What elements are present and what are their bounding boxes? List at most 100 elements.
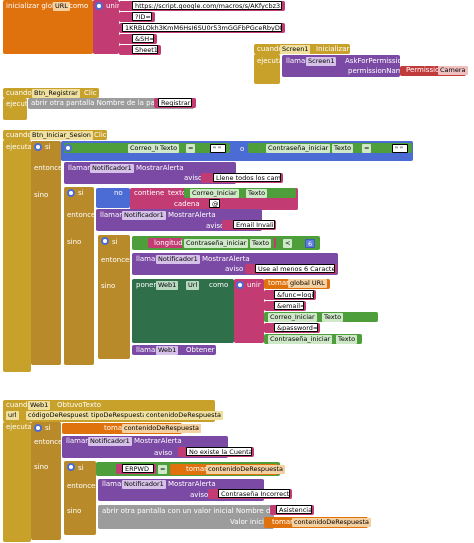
- open-screen-value-block[interactable]: [98, 505, 274, 529]
- url-string-1[interactable]: https://script.google.com/macros/s/AKfyc…: [132, 1, 282, 10]
- set-web-url-block[interactable]: [132, 279, 234, 343]
- btn-registrar-ejecutar: ejecutar: [6, 100, 35, 108]
- init-global-block[interactable]: [3, 0, 93, 54]
- url-string-2[interactable]: ?ID=: [132, 12, 152, 21]
- contains-text-label: texto: [168, 189, 187, 197]
- email-field-ref-3[interactable]: Correo_Iniciar: [268, 313, 317, 322]
- or-mutator-gear-icon[interactable]: [64, 144, 72, 152]
- if-mutator-gear-icon[interactable]: [34, 143, 42, 151]
- web-then1-label: entonces: [34, 438, 67, 446]
- screen-init-body-frame: [254, 54, 280, 84]
- btn-registrar-component[interactable]: Btn_Registrar: [32, 89, 80, 98]
- valor-inicial-label: Valor inicial: [230, 518, 271, 526]
- join-block-2[interactable]: [234, 279, 264, 343]
- permission-block[interactable]: [400, 66, 466, 76]
- alert-notifier-1[interactable]: Notificador1: [90, 164, 134, 173]
- screen-init-cuando: cuando: [257, 45, 283, 53]
- password-field-ref-1[interactable]: Contraseña_iniciar: [266, 144, 331, 153]
- alert-notifier-3[interactable]: Notificador1: [156, 255, 200, 264]
- if-else-block-2[interactable]: [64, 187, 94, 365]
- lt-operator[interactable]: <: [283, 239, 293, 248]
- email-text-prop-3[interactable]: Texto: [322, 313, 344, 322]
- web-event-cuando: cuando: [6, 401, 32, 409]
- err-eq-operator[interactable]: =: [158, 465, 168, 474]
- if-label-1: si: [45, 143, 51, 151]
- if-else-block-1[interactable]: [31, 141, 61, 365]
- content-ref-1[interactable]: contenidoDeRespuesta: [122, 424, 202, 433]
- empty-string-2[interactable]: " ": [392, 144, 408, 153]
- email-param-string[interactable]: &email=: [274, 301, 304, 310]
- email-text-prop-1[interactable]: Texto: [158, 144, 180, 153]
- mutator-gear-icon[interactable]: [95, 2, 103, 10]
- eq-operator-2[interactable]: =: [362, 144, 372, 153]
- func-login-string[interactable]: &func=login: [274, 290, 314, 299]
- web-tomar-3: tomar: [272, 518, 294, 526]
- min-length-number[interactable]: 6: [305, 239, 315, 248]
- screen-init-call-component[interactable]: Screen1: [306, 57, 337, 66]
- global-url-ref[interactable]: global URL: [288, 279, 327, 288]
- btn-registrar-body-frame: [3, 98, 27, 120]
- url-string-3[interactable]: 1KRBLOkh3KmM6HsI6SU0r53mGGFbPGceRbyDBQ_p…: [122, 23, 282, 32]
- if-else-block-3[interactable]: [98, 235, 130, 359]
- url-string-4[interactable]: &SH=: [132, 34, 154, 43]
- at-string[interactable]: @: [209, 199, 220, 208]
- empty-string-1[interactable]: " ": [210, 144, 226, 153]
- eq-operator-1[interactable]: =: [186, 144, 196, 153]
- password-text-prop-1[interactable]: Texto: [332, 144, 354, 153]
- email-field-ref-2[interactable]: Correo_Iniciar: [190, 189, 239, 198]
- web-param-type[interactable]: tipoDeRespuesta: [89, 411, 149, 420]
- init-var-name[interactable]: URL: [53, 2, 70, 11]
- web-if-block-1[interactable]: [31, 422, 61, 540]
- web-alert-method-2: MostrarAlerta: [168, 480, 216, 488]
- btn-login-component[interactable]: Btn_Iniciar_Sesion: [30, 131, 93, 140]
- web-param-content[interactable]: contenidoDeRespuesta: [144, 411, 224, 420]
- not-block[interactable]: [96, 188, 130, 208]
- web-get-component[interactable]: Web1: [156, 346, 179, 355]
- permission-label: Permission: [406, 66, 444, 74]
- asistencia-string[interactable]: Asistencia: [276, 505, 312, 514]
- content-ref-2[interactable]: contenidoDeRespuesta: [206, 465, 286, 474]
- web-alert-notifier-2[interactable]: Notificador1: [122, 480, 166, 489]
- then-label-2: entonces: [67, 211, 100, 219]
- email-getter-2[interactable]: [184, 188, 296, 198]
- password-param-string[interactable]: &password=: [274, 323, 318, 332]
- web-if1-gear-icon[interactable]: [34, 424, 42, 432]
- email-text-prop-2[interactable]: Texto: [246, 189, 268, 198]
- email-getter-3[interactable]: [264, 312, 378, 322]
- url-string-5[interactable]: Sheet1: [132, 45, 158, 54]
- web-if2-gear-icon[interactable]: [67, 463, 75, 471]
- msg-empty-string[interactable]: Llene todos los campos: [213, 173, 281, 182]
- web-param-code[interactable]: códigoDeRespuesta: [26, 411, 95, 420]
- registrar-screen-name[interactable]: Registrar: [158, 98, 192, 107]
- msg-no-account-string[interactable]: No existe la Cuenta: [186, 447, 252, 456]
- join-label: unir: [106, 2, 120, 10]
- msg-bad-pwd-string[interactable]: Contraseña Incorrecta: [218, 489, 290, 498]
- web-alert-aviso-1: aviso: [154, 449, 173, 457]
- password-text-prop-3[interactable]: Texto: [336, 335, 358, 344]
- open-screen-block[interactable]: [28, 98, 194, 109]
- alert-notifier-2[interactable]: Notificador1: [122, 211, 166, 220]
- alert-llamar-2: llamar: [100, 211, 123, 219]
- web-if-block-2[interactable]: [64, 461, 96, 535]
- join2-mutator-gear-icon[interactable]: [236, 281, 244, 289]
- if2-mutator-gear-icon[interactable]: [67, 189, 75, 197]
- web-alert-notifier-1[interactable]: Notificador1: [88, 437, 132, 446]
- if3-mutator-gear-icon[interactable]: [101, 237, 109, 245]
- screen-init-component[interactable]: Screen1: [280, 45, 311, 54]
- set-url-prop[interactable]: Url: [186, 281, 200, 290]
- web-param-url[interactable]: url: [6, 411, 19, 420]
- err-pwd-string[interactable]: ERPWD: [122, 464, 154, 473]
- web-event-component[interactable]: Web1: [28, 401, 51, 410]
- msg-email-string[interactable]: Email Invalido: [233, 220, 275, 229]
- set-web-component[interactable]: Web1: [156, 281, 179, 290]
- password-text-prop-2[interactable]: Texto: [250, 239, 272, 248]
- else-label-3: sino: [101, 282, 116, 290]
- password-field-ref-2[interactable]: Contraseña_iniciar: [184, 239, 249, 248]
- alert-method-3: MostrarAlerta: [202, 255, 250, 263]
- web-tomar-2: tomar: [186, 465, 208, 473]
- email-field-ref-1[interactable]: Correo_Iniciar: [128, 144, 177, 153]
- content-ref-3[interactable]: contenidoDeRespuesta: [292, 518, 372, 527]
- password-field-ref-3[interactable]: Contraseña_iniciar: [268, 335, 333, 344]
- msg-pwd-string[interactable]: Use al menos 6 Caracteres: [255, 264, 335, 273]
- permission-value[interactable]: Camera: [438, 66, 468, 75]
